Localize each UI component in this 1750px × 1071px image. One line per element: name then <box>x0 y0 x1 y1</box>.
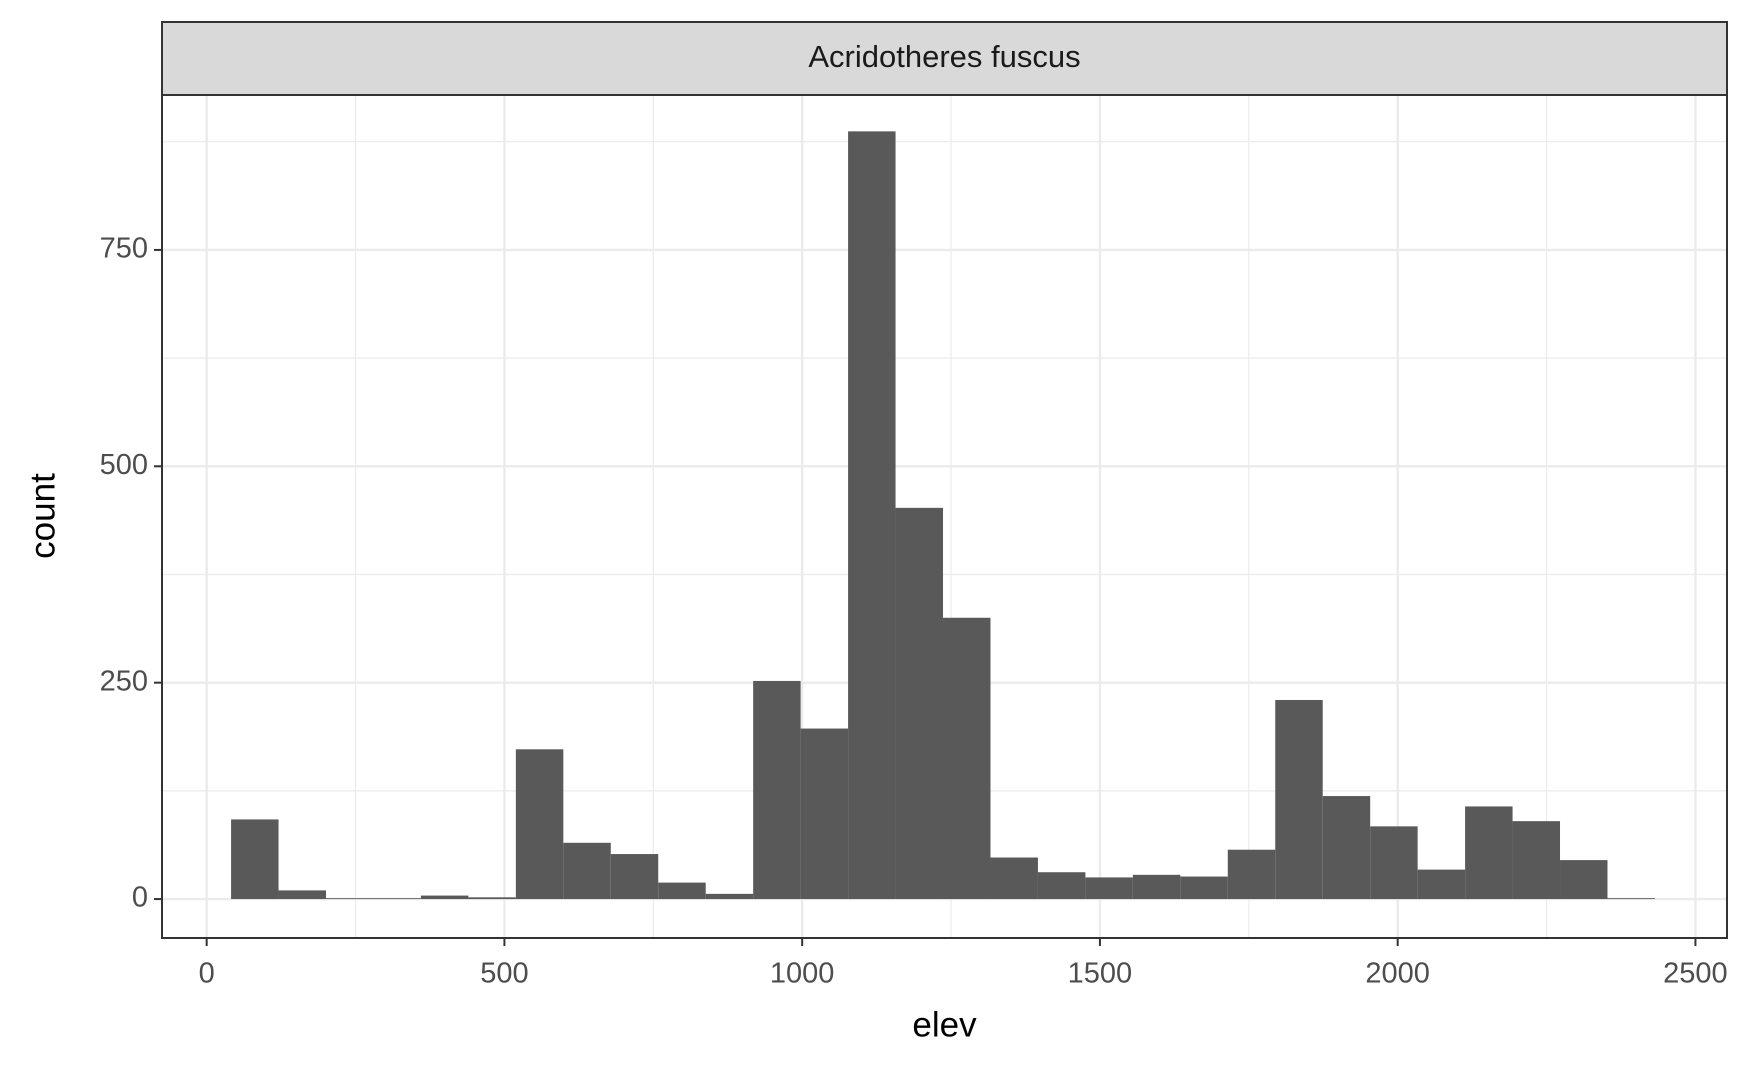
x-tick-label: 1500 <box>1068 958 1133 990</box>
bar <box>231 819 279 900</box>
y-tick-label: 250 <box>100 665 148 697</box>
facet-strip <box>161 21 1728 96</box>
x-tick-label: 2500 <box>1663 958 1728 990</box>
facet-title: Acridotheres fuscus <box>808 39 1080 74</box>
bar <box>373 898 421 900</box>
bar <box>610 854 659 900</box>
bar <box>1560 860 1608 900</box>
bar <box>468 897 516 900</box>
bar <box>563 842 611 900</box>
bar <box>1370 826 1418 900</box>
bar <box>1180 876 1228 900</box>
bar <box>515 749 564 900</box>
bar <box>1607 898 1655 900</box>
bar <box>1037 872 1086 900</box>
bar <box>1085 877 1133 900</box>
bar <box>1512 821 1561 900</box>
x-tick-label: 500 <box>480 958 528 990</box>
x-tick-label: 0 <box>199 958 215 990</box>
x-tick-label: 1000 <box>770 958 835 990</box>
y-axis-title: count <box>23 473 62 559</box>
x-tick-label: 2000 <box>1365 958 1430 990</box>
bar <box>705 893 754 900</box>
bar <box>895 507 944 900</box>
bar <box>990 857 1038 900</box>
x-axis-title: elev <box>912 1005 977 1044</box>
bar <box>658 882 706 900</box>
bar <box>800 728 849 900</box>
bar <box>326 898 374 900</box>
panel-border <box>161 94 1728 939</box>
plot-area <box>162 95 1727 938</box>
bar <box>848 131 896 900</box>
bar <box>1465 806 1513 900</box>
bar <box>753 680 801 900</box>
y-tick-label: 0 <box>132 882 148 914</box>
bar <box>1132 874 1181 900</box>
bar <box>1275 699 1323 900</box>
bar <box>420 895 469 900</box>
y-tick-label: 500 <box>100 449 148 481</box>
bar <box>1227 849 1276 900</box>
y-tick-label: 750 <box>100 233 148 265</box>
bar <box>943 617 991 900</box>
bar <box>1322 796 1371 900</box>
bar <box>1417 869 1466 900</box>
bar <box>278 890 327 900</box>
